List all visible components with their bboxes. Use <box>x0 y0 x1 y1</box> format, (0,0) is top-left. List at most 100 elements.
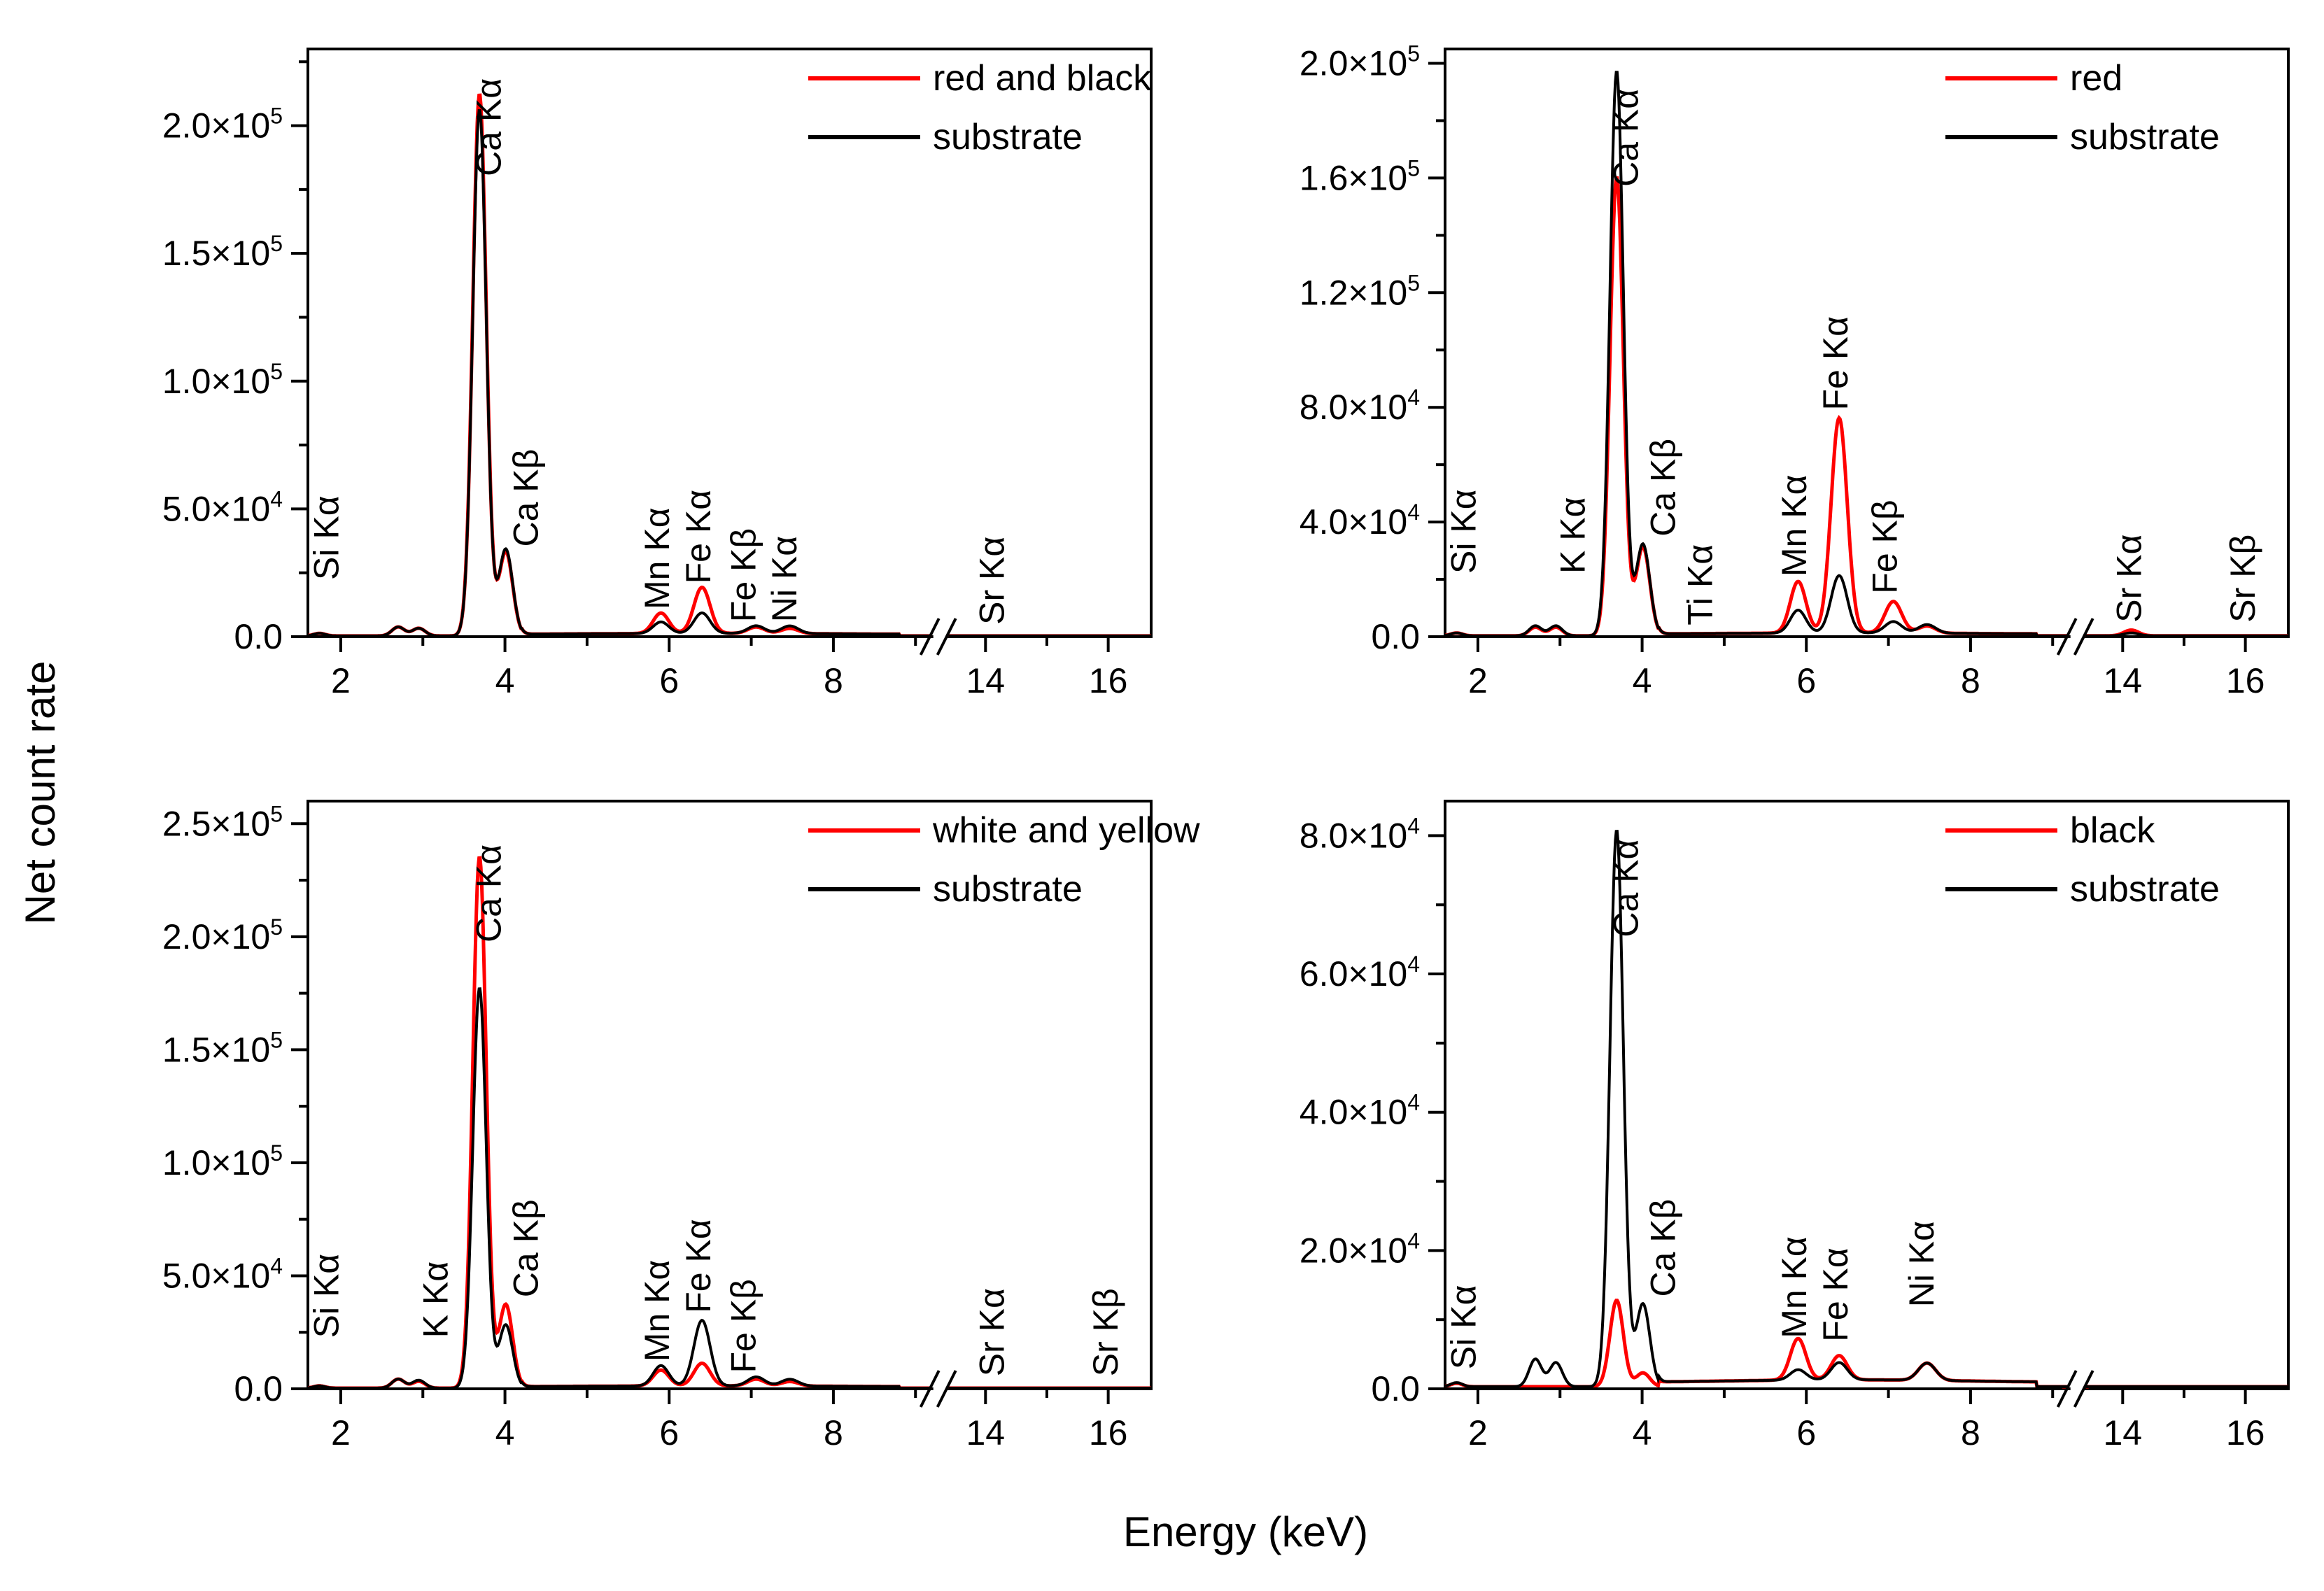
peak-label: Ca Kα <box>470 844 509 942</box>
x-tick-label: 14 <box>2103 661 2142 700</box>
axis-break-mark <box>2056 1370 2078 1408</box>
x-tick-label: 8 <box>824 661 843 700</box>
spectrum-panel-top-left: 2 4 6 8 14 160.05.0×1041.0×1051.5×1052.0×105S… <box>162 48 1153 700</box>
legend-label: substrate <box>933 869 1083 910</box>
peak-label: Ca Kβ <box>507 1199 546 1297</box>
figure-x-axis-label: Energy (keV) <box>1123 1508 1368 1555</box>
y-tick-mantissa: 6.0×10 <box>1300 954 1407 994</box>
y-tick-exponent: 4 <box>1407 1228 1420 1253</box>
axis-break-mark <box>936 1370 957 1408</box>
y-tick-exponent: 5 <box>270 1027 283 1052</box>
peak-label: Fe Kβ <box>724 528 763 622</box>
peak-label: Fe Kβ <box>724 1279 763 1373</box>
x-tick-label: 8 <box>1961 661 1980 700</box>
x-tick-label: 16 <box>1089 661 1128 700</box>
axis-break-mark <box>2073 618 2094 656</box>
panels: 2 4 6 8 14 160.05.0×1041.0×1051.5×1052.0×105S… <box>162 41 2290 1452</box>
peak-label: Fe Kα <box>1816 1247 1855 1342</box>
axis-break-mark <box>2073 1370 2094 1408</box>
y-tick-exponent: 5 <box>270 914 283 940</box>
x-tick-label: 6 <box>659 661 679 700</box>
y-tick-exponent: 4 <box>1407 1090 1420 1115</box>
peak-label: Mn Kα <box>638 507 677 609</box>
x-tick-label: 2 <box>331 1413 351 1452</box>
y-tick-mantissa: 5.0×10 <box>162 1256 270 1295</box>
y-tick-label: 2.0×105 <box>1300 41 1420 83</box>
peak-label: Si Kα <box>1444 489 1483 574</box>
x-tick-label: 4 <box>495 1413 515 1452</box>
y-tick-exponent: 4 <box>1407 385 1420 410</box>
peak-label: Ca Kβ <box>1644 439 1683 537</box>
y-tick-label: 5.0×104 <box>162 1253 283 1295</box>
peak-label: Ti Kα <box>1680 544 1719 625</box>
peak-label: Sr Kα <box>2110 535 2149 623</box>
peak-label: Ca Kβ <box>507 449 546 547</box>
peak-label: Sr Kβ <box>1086 1288 1125 1376</box>
y-tick-label: 1.6×105 <box>1300 155 1420 197</box>
peak-label: Si Kα <box>1444 1285 1483 1370</box>
peak-label: Ca Kα <box>1607 840 1646 938</box>
y-tick-exponent: 5 <box>270 1140 283 1166</box>
y-tick-mantissa: 2.0×10 <box>162 917 270 956</box>
x-tick-label: 14 <box>2103 1413 2142 1452</box>
y-tick-mantissa: 4.0×10 <box>1300 1093 1407 1132</box>
y-tick-label: 2.0×105 <box>162 104 283 146</box>
x-tick-label: 4 <box>1633 661 1652 700</box>
y-tick-mantissa: 2.0×10 <box>1300 1231 1407 1270</box>
peak-label: Sr Kα <box>973 1288 1012 1376</box>
peak-label: Ni Kα <box>765 536 804 622</box>
y-tick-mantissa: 5.0×10 <box>162 489 270 528</box>
figure-y-axis-label: Net count rate <box>17 661 64 925</box>
y-tick-label: 0.0 <box>234 617 283 656</box>
y-tick-label: 4.0×104 <box>1300 1090 1420 1132</box>
peak-label: Sr Kα <box>973 537 1012 625</box>
legend-label: substrate <box>933 117 1083 157</box>
y-tick-label: 1.5×105 <box>162 1027 283 1069</box>
y-tick-exponent: 5 <box>1407 155 1420 181</box>
y-tick-label: 0.0 <box>1371 617 1420 656</box>
y-tick-label: 6.0×104 <box>1300 952 1420 994</box>
y-tick-label: 8.0×104 <box>1300 813 1420 855</box>
peak-label: Mn Kα <box>1775 474 1814 577</box>
y-tick-mantissa: 2.5×10 <box>162 804 270 843</box>
peak-label: K Kα <box>416 1261 456 1338</box>
peak-label: Ni Kα <box>1902 1221 1941 1307</box>
x-tick-label: 2 <box>1468 1413 1488 1452</box>
x-tick-label: 8 <box>1961 1413 1980 1452</box>
peak-label: K Kα <box>1554 497 1593 574</box>
spectrum-panel-top-right: 2 4 6 8 14 160.04.0×1048.0×1041.2×1051.6×1052… <box>1300 41 2290 700</box>
y-tick-label: 1.2×105 <box>1300 270 1420 312</box>
y-tick-mantissa: 1.5×10 <box>162 234 270 273</box>
y-tick-mantissa: 2.0×10 <box>162 106 270 146</box>
spectrum-panel-bottom-left: 2 4 6 8 14 160.05.0×1041.0×1051.5×1052.0×1052… <box>162 800 1200 1452</box>
x-tick-label: 6 <box>1796 1413 1816 1452</box>
legend-label: black <box>2070 810 2155 851</box>
peak-label: Ca Kα <box>470 78 509 176</box>
y-tick-label: 0.0 <box>1371 1369 1420 1408</box>
legend-label: red <box>2070 58 2122 99</box>
y-tick-exponent: 4 <box>1407 500 1420 525</box>
y-tick-label: 2.0×105 <box>162 914 283 956</box>
spectrum-panel-bottom-right: 2 4 6 8 14 160.02.0×1044.0×1046.0×1048.0×104S… <box>1300 800 2290 1452</box>
peak-label: Mn Kα <box>1775 1236 1814 1338</box>
x-tick-label: 4 <box>1633 1413 1652 1452</box>
y-tick-mantissa: 1.0×10 <box>162 362 270 401</box>
legend-label: substrate <box>2070 869 2220 910</box>
x-tick-label: 6 <box>1796 661 1816 700</box>
y-tick-label: 2.5×105 <box>162 801 283 843</box>
y-tick-label: 1.0×105 <box>162 359 283 401</box>
x-tick-label: 6 <box>659 1413 679 1452</box>
y-tick-label: 8.0×104 <box>1300 385 1420 427</box>
y-tick-mantissa: 2.0×10 <box>1300 43 1407 83</box>
x-tick-label: 16 <box>2226 1413 2265 1452</box>
peak-label: Fe Kα <box>679 1219 718 1313</box>
x-tick-label: 16 <box>2226 661 2265 700</box>
peak-label: Si Kα <box>307 1254 346 1338</box>
y-tick-label: 5.0×104 <box>162 486 283 528</box>
y-tick-exponent: 4 <box>270 486 283 511</box>
y-tick-label: 4.0×104 <box>1300 500 1420 542</box>
y-tick-mantissa: 1.0×10 <box>162 1143 270 1182</box>
y-tick-exponent: 5 <box>1407 270 1420 295</box>
peak-label: Fe Kα <box>679 490 718 584</box>
